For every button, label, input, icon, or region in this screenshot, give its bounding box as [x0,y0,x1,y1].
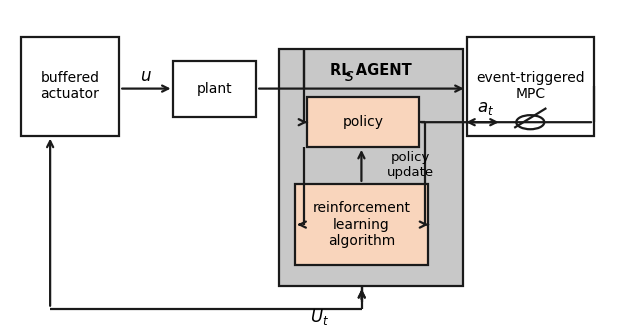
Text: plant: plant [197,82,233,96]
Bar [278,49,463,286]
Bar [173,61,256,116]
Text: policy: policy [342,115,383,129]
Bar [294,184,428,266]
Text: reinforcement
learning
algorithm: reinforcement learning algorithm [312,201,410,248]
Text: event-triggered
MPC: event-triggered MPC [476,71,584,101]
Text: policy
update: policy update [387,151,434,179]
Bar [20,37,119,136]
Text: buffered
actuator: buffered actuator [40,71,99,101]
Text: $s$: $s$ [344,67,354,85]
Text: $U_t$: $U_t$ [310,307,330,327]
Bar [307,97,419,147]
Text: $a_t$: $a_t$ [477,99,494,117]
Bar [467,37,594,136]
Text: $u$: $u$ [140,67,152,85]
Text: RL AGENT: RL AGENT [330,63,412,78]
